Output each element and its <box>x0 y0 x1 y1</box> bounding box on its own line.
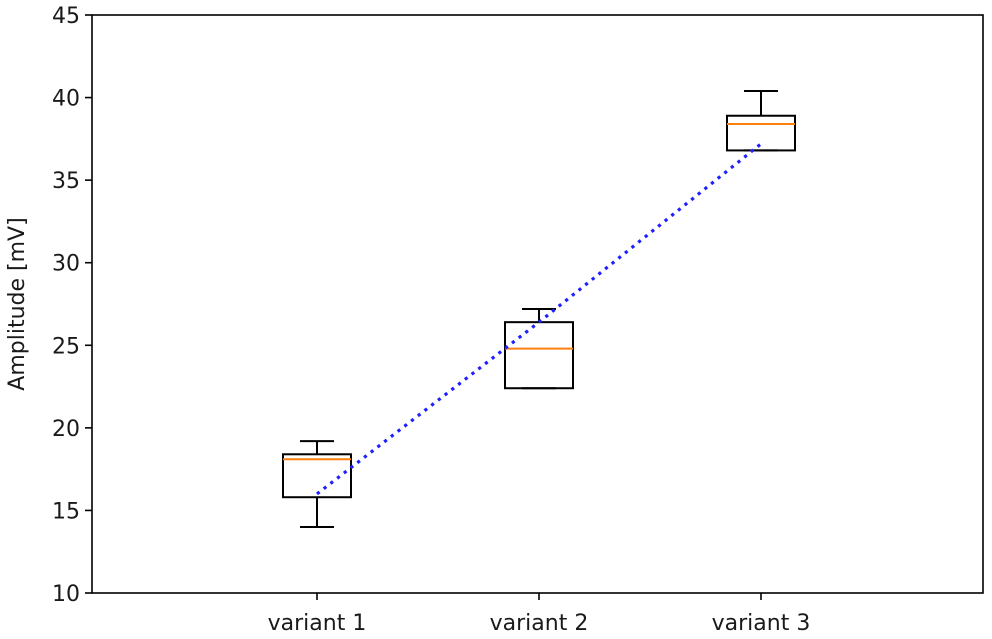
y-axis-label: Amplitude [mV] <box>5 217 30 390</box>
y-tick-label: 45 <box>52 4 80 29</box>
iqr-box <box>726 114 796 152</box>
y-tick-label: 15 <box>52 499 80 524</box>
chart-marks <box>282 89 796 528</box>
y-axis-ticks: 10 15 20 25 30 35 40 45 <box>52 4 92 607</box>
x-tick-label: variant 3 <box>712 611 811 636</box>
iqr-box <box>282 453 352 499</box>
x-tick-label: variant 2 <box>490 611 589 636</box>
plot-frame <box>91 14 984 594</box>
x-tick-label: variant 1 <box>268 611 367 636</box>
trend-line <box>316 142 763 496</box>
y-tick-label: 35 <box>52 169 80 194</box>
y-tick-label: 25 <box>52 334 80 359</box>
y-tick-label: 20 <box>52 417 80 442</box>
y-tick-label: 30 <box>52 252 80 277</box>
box-1 <box>282 440 352 528</box>
y-tick-label: 40 <box>52 87 80 112</box>
x-axis-ticks: variant 1 variant 2 variant 3 <box>268 593 811 636</box>
y-tick-label: 10 <box>52 582 80 607</box>
box-3 <box>726 89 796 152</box>
